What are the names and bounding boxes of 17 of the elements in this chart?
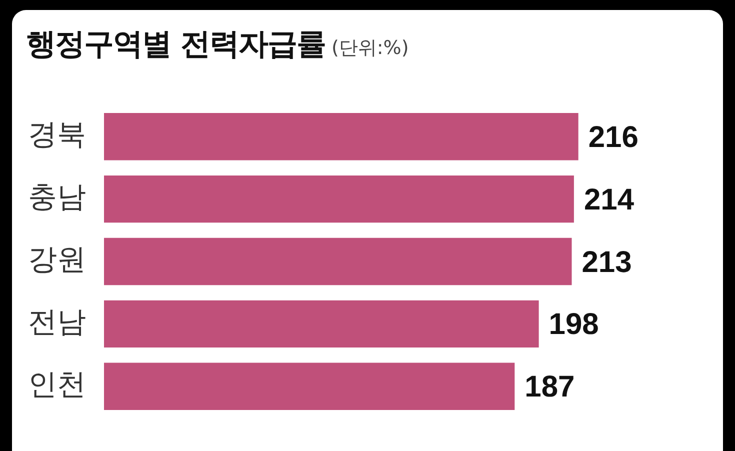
data-label: 214 — [584, 183, 634, 216]
chart-subtitle: (단위:%) — [331, 37, 409, 59]
y-tick-label: 전남 — [28, 304, 86, 338]
data-label: 216 — [588, 120, 638, 154]
chart-title: 행정구역별 전력자급률 — [26, 27, 326, 62]
y-tick-label: 강원 — [28, 242, 86, 276]
data-label: 198 — [548, 308, 599, 342]
data-label: 187 — [524, 370, 575, 404]
y-tick-label: 충남 — [28, 180, 86, 214]
bar — [104, 113, 578, 160]
bar — [104, 238, 572, 286]
y-tick-label: 경북 — [28, 117, 86, 152]
bar — [104, 300, 539, 348]
data-label: 213 — [582, 246, 632, 279]
bar — [104, 175, 574, 223]
y-tick-label: 인천 — [28, 366, 86, 401]
bar — [104, 362, 515, 410]
